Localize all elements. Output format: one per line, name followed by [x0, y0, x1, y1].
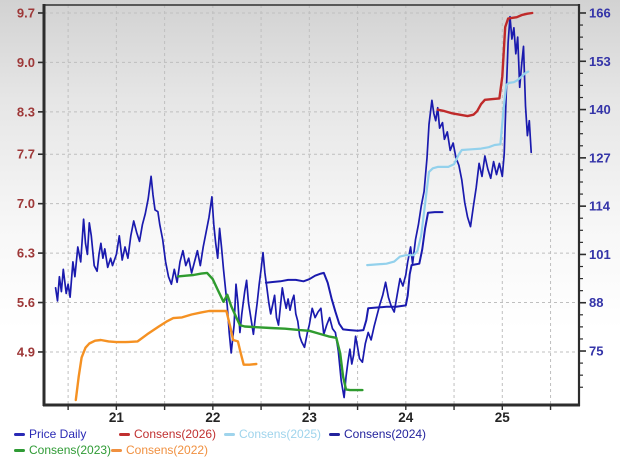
svg-text:75: 75: [589, 344, 603, 359]
svg-text:24: 24: [398, 410, 414, 425]
svg-text:5.6: 5.6: [17, 295, 35, 310]
svg-text:153: 153: [589, 54, 611, 69]
svg-text:6.3: 6.3: [17, 246, 35, 261]
svg-text:21: 21: [109, 410, 125, 425]
svg-text:9.0: 9.0: [17, 55, 35, 70]
svg-text:7.7: 7.7: [17, 147, 35, 162]
svg-text:166: 166: [589, 5, 611, 20]
svg-text:4.9: 4.9: [17, 344, 35, 359]
svg-text:9.7: 9.7: [17, 5, 35, 20]
svg-text:127: 127: [589, 150, 611, 165]
svg-text:140: 140: [589, 102, 611, 117]
svg-text:114: 114: [589, 199, 611, 214]
svg-text:25: 25: [495, 410, 511, 425]
svg-text:88: 88: [589, 295, 603, 310]
svg-text:7.0: 7.0: [17, 196, 35, 211]
svg-text:22: 22: [205, 410, 220, 425]
svg-text:8.3: 8.3: [17, 104, 35, 119]
svg-text:23: 23: [302, 410, 318, 425]
svg-text:101: 101: [589, 247, 611, 262]
